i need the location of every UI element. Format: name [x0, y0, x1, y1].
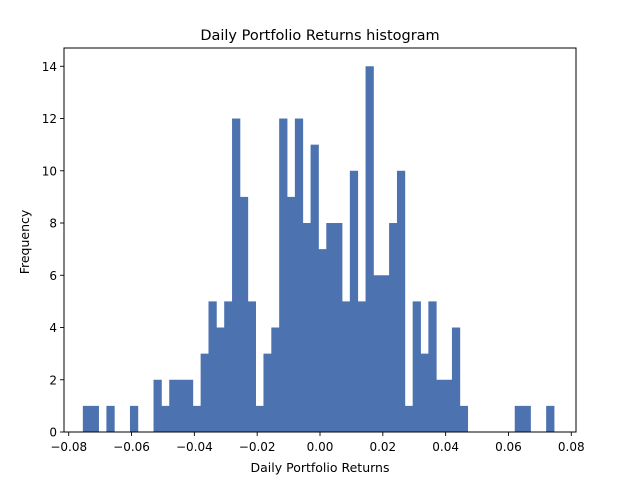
histogram-bar	[294, 118, 304, 432]
histogram-bar	[177, 379, 186, 432]
histogram-bar	[263, 353, 272, 432]
y-axis-ticks: 0 2 4 6 8 10 12 14	[42, 60, 64, 440]
x-tick-label: 0.06	[495, 440, 522, 454]
histogram-bar	[318, 249, 327, 432]
x-tick-label: −0.02	[239, 440, 276, 454]
histogram-bar	[216, 327, 225, 432]
x-tick-label: 0.02	[369, 440, 396, 454]
histogram-bar	[436, 379, 445, 432]
histogram-bar	[404, 405, 414, 432]
histogram-bar	[279, 118, 288, 432]
histogram-bar	[271, 327, 280, 432]
histogram-bar	[169, 379, 178, 432]
x-axis-label: Daily Portfolio Returns	[251, 460, 390, 475]
y-tick-label: 4	[49, 321, 57, 335]
x-tick-label: 0.00	[307, 440, 334, 454]
histogram-bar	[396, 170, 406, 432]
y-tick-label: 8	[49, 217, 57, 231]
y-tick-label: 2	[49, 373, 57, 387]
histogram-bar	[451, 327, 461, 432]
histogram-bar	[412, 301, 421, 432]
histogram-bar	[334, 223, 343, 432]
y-tick-label: 12	[42, 112, 57, 126]
histogram-bar	[514, 405, 524, 432]
histogram-bar	[106, 405, 115, 432]
y-tick-label: 0	[49, 426, 57, 440]
x-tick-label: 0.04	[432, 440, 459, 454]
histogram-bar	[302, 223, 311, 432]
histogram-bar	[326, 223, 335, 432]
y-tick-label: 6	[49, 269, 57, 283]
histogram-bar	[357, 301, 366, 432]
x-axis-ticks: −0.08 −0.06 −0.04 −0.02 0.00 0.02 0.04 0.06 0.08	[50, 432, 585, 454]
histogram-bar	[459, 405, 469, 432]
histogram-bar	[184, 379, 194, 432]
x-tick-label: −0.08	[50, 440, 87, 454]
histogram-bar	[208, 301, 217, 432]
histogram-bar	[420, 353, 429, 432]
x-tick-label: −0.06	[113, 440, 150, 454]
x-tick-label: −0.04	[176, 440, 213, 454]
chart-title: Daily Portfolio Returns histogram	[200, 28, 439, 44]
histogram-bar	[232, 118, 241, 432]
histogram-bar	[90, 405, 99, 432]
histogram-bar	[287, 196, 296, 432]
y-tick-label: 14	[42, 60, 57, 74]
histogram-bar	[381, 275, 390, 432]
histogram-bar	[341, 301, 351, 432]
histogram-bar	[82, 405, 92, 432]
histogram-bar	[247, 301, 257, 432]
histogram-bars	[82, 66, 555, 433]
plot-frame	[63, 47, 577, 433]
histogram-bar	[224, 301, 233, 432]
histogram-bar	[444, 379, 453, 432]
histogram-bar	[161, 405, 170, 432]
y-axis-label: Frequency	[17, 209, 32, 274]
histogram-bar	[255, 405, 264, 432]
histogram-bar	[153, 379, 162, 432]
histogram-bar	[192, 405, 202, 432]
histogram-bar	[373, 275, 382, 432]
histogram-bar	[522, 405, 531, 432]
histogram-bar	[129, 405, 139, 432]
y-tick-label: 10	[42, 164, 57, 178]
histogram-bar	[239, 196, 249, 432]
histogram-bar	[349, 170, 359, 432]
histogram-bar	[365, 66, 374, 433]
histogram-bar	[428, 301, 437, 432]
histogram-bar	[310, 144, 319, 432]
histogram-bar	[200, 353, 209, 432]
x-tick-label: 0.08	[558, 440, 585, 454]
histogram-bar	[546, 405, 555, 432]
histogram-bar	[389, 223, 398, 432]
